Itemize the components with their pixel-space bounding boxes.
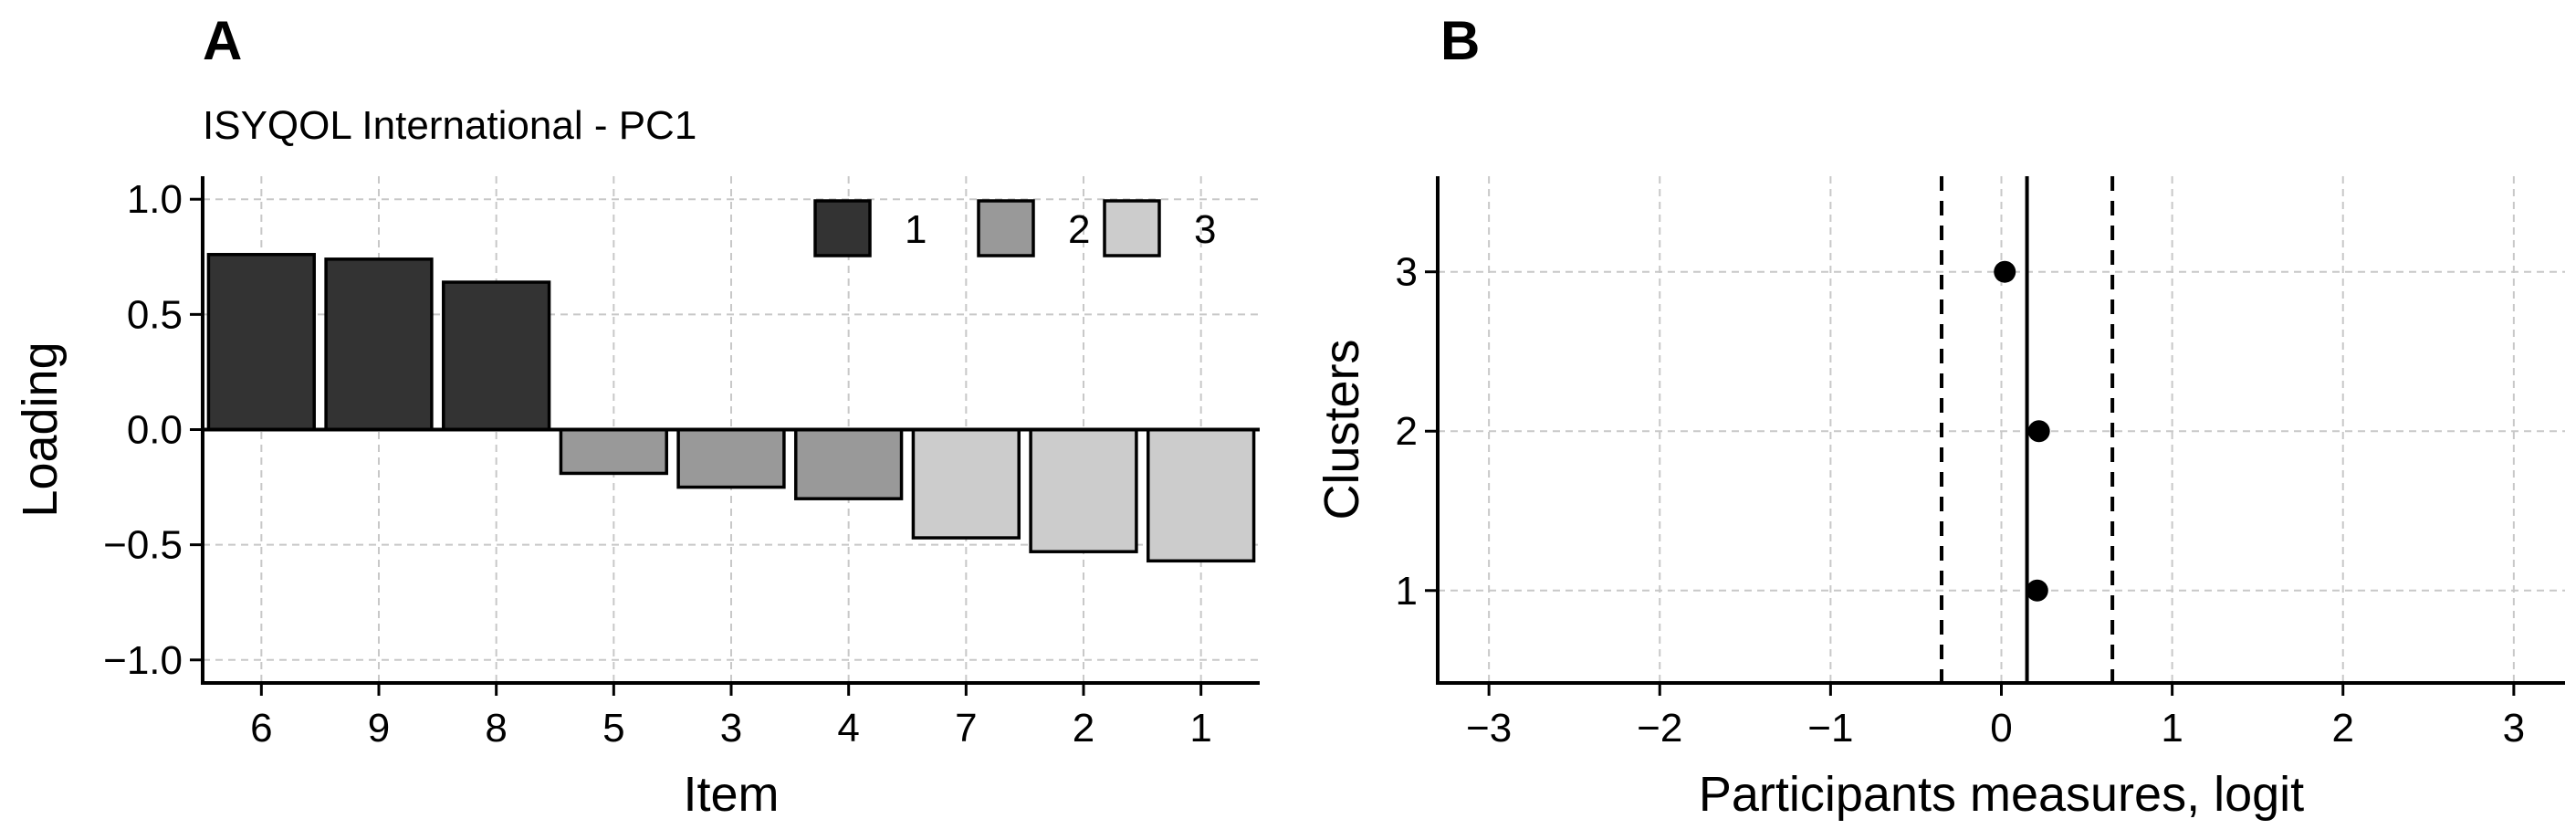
panel-b-x-tick-label: 3 <box>2503 706 2525 751</box>
legend-label-1: 1 <box>905 207 927 252</box>
bar-item-8 <box>442 280 551 432</box>
panel-b-x-tick-label: −3 <box>1466 706 1512 751</box>
panel-a-subtitle: ISYQOL International - PC1 <box>203 103 696 148</box>
panel-b-y-tick-label: 2 <box>1396 409 1418 454</box>
panel-a-y-axis-title: Loading <box>13 341 68 517</box>
panel-a-x-tick-label: 4 <box>837 706 859 751</box>
panel-a-legend: 1 2 3 <box>813 199 1216 257</box>
panel-a-y-tick-label: 1.0 <box>127 177 183 222</box>
panel-a-x-axis-title: Item <box>683 767 779 822</box>
legend-label-2: 2 <box>1068 207 1090 252</box>
bar-item-4 <box>794 427 904 500</box>
panel-a-letter: A <box>203 10 242 71</box>
bar-item-9 <box>324 257 434 432</box>
panel-a: A ISYQOL International - PC1 1.0 0.5 0.0 −0… <box>13 10 1260 822</box>
panel-b-points <box>1994 260 2050 602</box>
panel-b-y-axis-title: Clusters <box>1314 339 1369 520</box>
panel-a-x-tick-label: 1 <box>1189 706 1211 751</box>
panel-a-x-tick-label: 3 <box>720 706 742 751</box>
panel-b-x-tick-label: −2 <box>1637 706 1682 751</box>
bar-item-6 <box>206 253 316 432</box>
panel-b-x-tick-label: −1 <box>1807 706 1853 751</box>
panel-b-x-tick-label: 1 <box>2161 706 2183 751</box>
panel-a-y-tick-label: 0.5 <box>127 292 183 337</box>
point-cluster-1 <box>2026 579 2048 602</box>
panel-a-x-tick-label: 2 <box>1073 706 1094 751</box>
bar-item-5 <box>559 427 668 476</box>
panel-a-x-tick-label: 5 <box>602 706 624 751</box>
bar-item-1 <box>1147 427 1256 563</box>
legend-key-1 <box>813 199 872 257</box>
panel-b-x-axis-title: Participants measures, logit <box>1699 767 2304 822</box>
panel-a-axes: 1.0 0.5 0.0 −0.5 −1.0 6 9 8 5 3 4 7 2 1 <box>103 176 1260 751</box>
point-cluster-3 <box>1994 260 2016 283</box>
panel-a-x-tick-label: 7 <box>955 706 977 751</box>
panel-a-x-tick-label: 9 <box>368 706 390 751</box>
panel-b-axes: −3 −2 −1 0 1 2 3 3 2 1 <box>1396 176 2565 751</box>
bar-item-7 <box>911 427 1021 540</box>
panel-b-y-tick-label: 3 <box>1396 250 1418 295</box>
point-cluster-2 <box>2027 420 2050 443</box>
panel-a-y-tick-label: −0.5 <box>103 523 183 568</box>
legend-key-2 <box>977 199 1035 257</box>
panel-b-letter: B <box>1440 10 1480 71</box>
panel-a-y-tick-label: −1.0 <box>103 638 183 683</box>
legend-key-3 <box>1103 199 1161 257</box>
panel-b-grid <box>1438 176 2565 683</box>
panel-b-y-tick-label: 1 <box>1396 569 1418 614</box>
panel-b-reference-lines <box>1940 176 2115 683</box>
panel-b-x-tick-label: 2 <box>2332 706 2354 751</box>
panel-b-x-tick-label: 0 <box>1990 706 2012 751</box>
bar-item-2 <box>1029 427 1138 553</box>
panel-b: B −3 −2 −1 0 1 2 3 3 2 1 Participants measures, l… <box>1314 10 2565 822</box>
bar-item-3 <box>676 427 786 489</box>
panel-a-y-tick-label: 0.0 <box>127 408 183 453</box>
legend-label-3: 3 <box>1194 207 1216 252</box>
panel-a-x-tick-label: 8 <box>485 706 507 751</box>
panel-a-bars <box>206 253 1256 563</box>
panel-a-x-tick-label: 6 <box>250 706 272 751</box>
